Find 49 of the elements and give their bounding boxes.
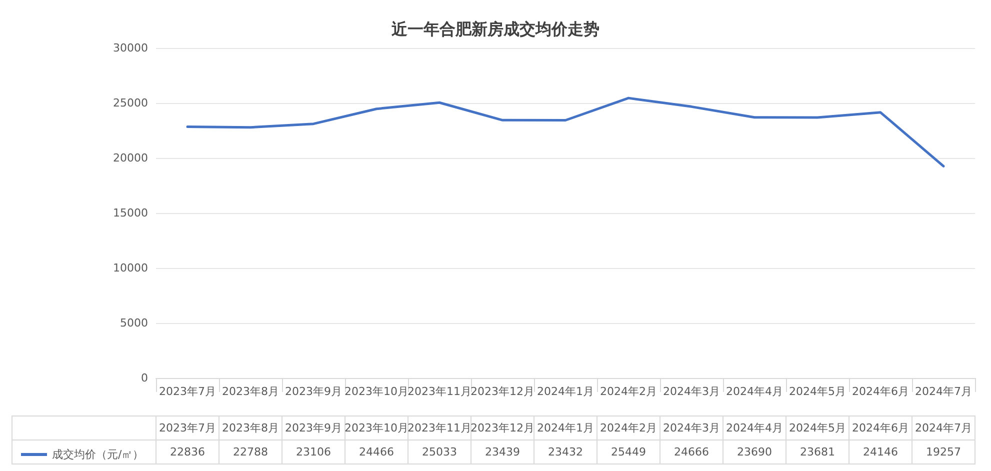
category-label: 2023年12月 [470, 422, 534, 434]
y-tick-label: 20000 [113, 152, 148, 164]
category-label: 2023年11月 [408, 422, 472, 434]
category-label: 2024年3月 [663, 422, 720, 434]
x-tick-label: 2024年5月 [789, 385, 846, 398]
x-tick-label: 2024年1月 [537, 385, 594, 398]
y-tick-label: 0 [141, 372, 148, 384]
category-label: 2023年9月 [285, 422, 342, 434]
data-label: 19257 [926, 446, 961, 458]
x-tick-label: 2023年12月 [470, 385, 534, 398]
data-label: 25033 [422, 446, 457, 458]
x-tick-label: 2024年7月 [915, 385, 972, 398]
y-tick-label: 10000 [113, 262, 148, 274]
data-label: 23432 [548, 446, 583, 458]
data-label: 23106 [296, 446, 331, 458]
x-tick-label: 2023年11月 [408, 385, 472, 398]
category-label: 2024年1月 [537, 422, 594, 434]
data-label: 22836 [170, 446, 205, 458]
x-tick-label: 2024年3月 [663, 385, 720, 398]
category-label: 2023年8月 [222, 422, 279, 434]
data-label: 22788 [233, 446, 268, 458]
category-label: 2024年4月 [726, 422, 783, 434]
x-tick-label: 2024年4月 [726, 385, 783, 398]
category-label: 2024年2月 [600, 422, 657, 434]
category-label: 2023年10月 [344, 422, 408, 434]
data-label: 24466 [359, 446, 394, 458]
x-tick-label: 2024年6月 [852, 385, 909, 398]
x-tick-label: 2023年7月 [159, 385, 216, 398]
x-tick-label: 2023年10月 [344, 385, 408, 398]
y-tick-label: 25000 [113, 96, 148, 110]
x-tick-label: 2023年8月 [222, 385, 279, 398]
category-label: 2023年7月 [159, 422, 216, 434]
y-tick-label: 15000 [113, 206, 148, 220]
x-tick-label: 2023年9月 [285, 385, 342, 398]
data-label: 23439 [485, 446, 520, 458]
data-label: 23690 [737, 446, 772, 458]
line-series [186, 96, 945, 168]
category-label: 2024年6月 [852, 422, 909, 434]
category-label: 2024年5月 [789, 422, 846, 434]
x-tick-label: 2024年2月 [600, 385, 657, 398]
data-label: 24666 [674, 446, 709, 458]
category-label: 2024年7月 [915, 422, 972, 434]
data-label: 25449 [611, 446, 646, 458]
chart-title: 近一年合肥新房成交均价走势 [390, 20, 600, 38]
legend-label: 成交均价（元/㎡） [52, 448, 144, 461]
data-label: 24146 [863, 446, 898, 458]
data-label: 23681 [800, 446, 835, 458]
y-tick-label: 5000 [120, 316, 148, 330]
y-tick-label: 30000 [113, 42, 148, 54]
